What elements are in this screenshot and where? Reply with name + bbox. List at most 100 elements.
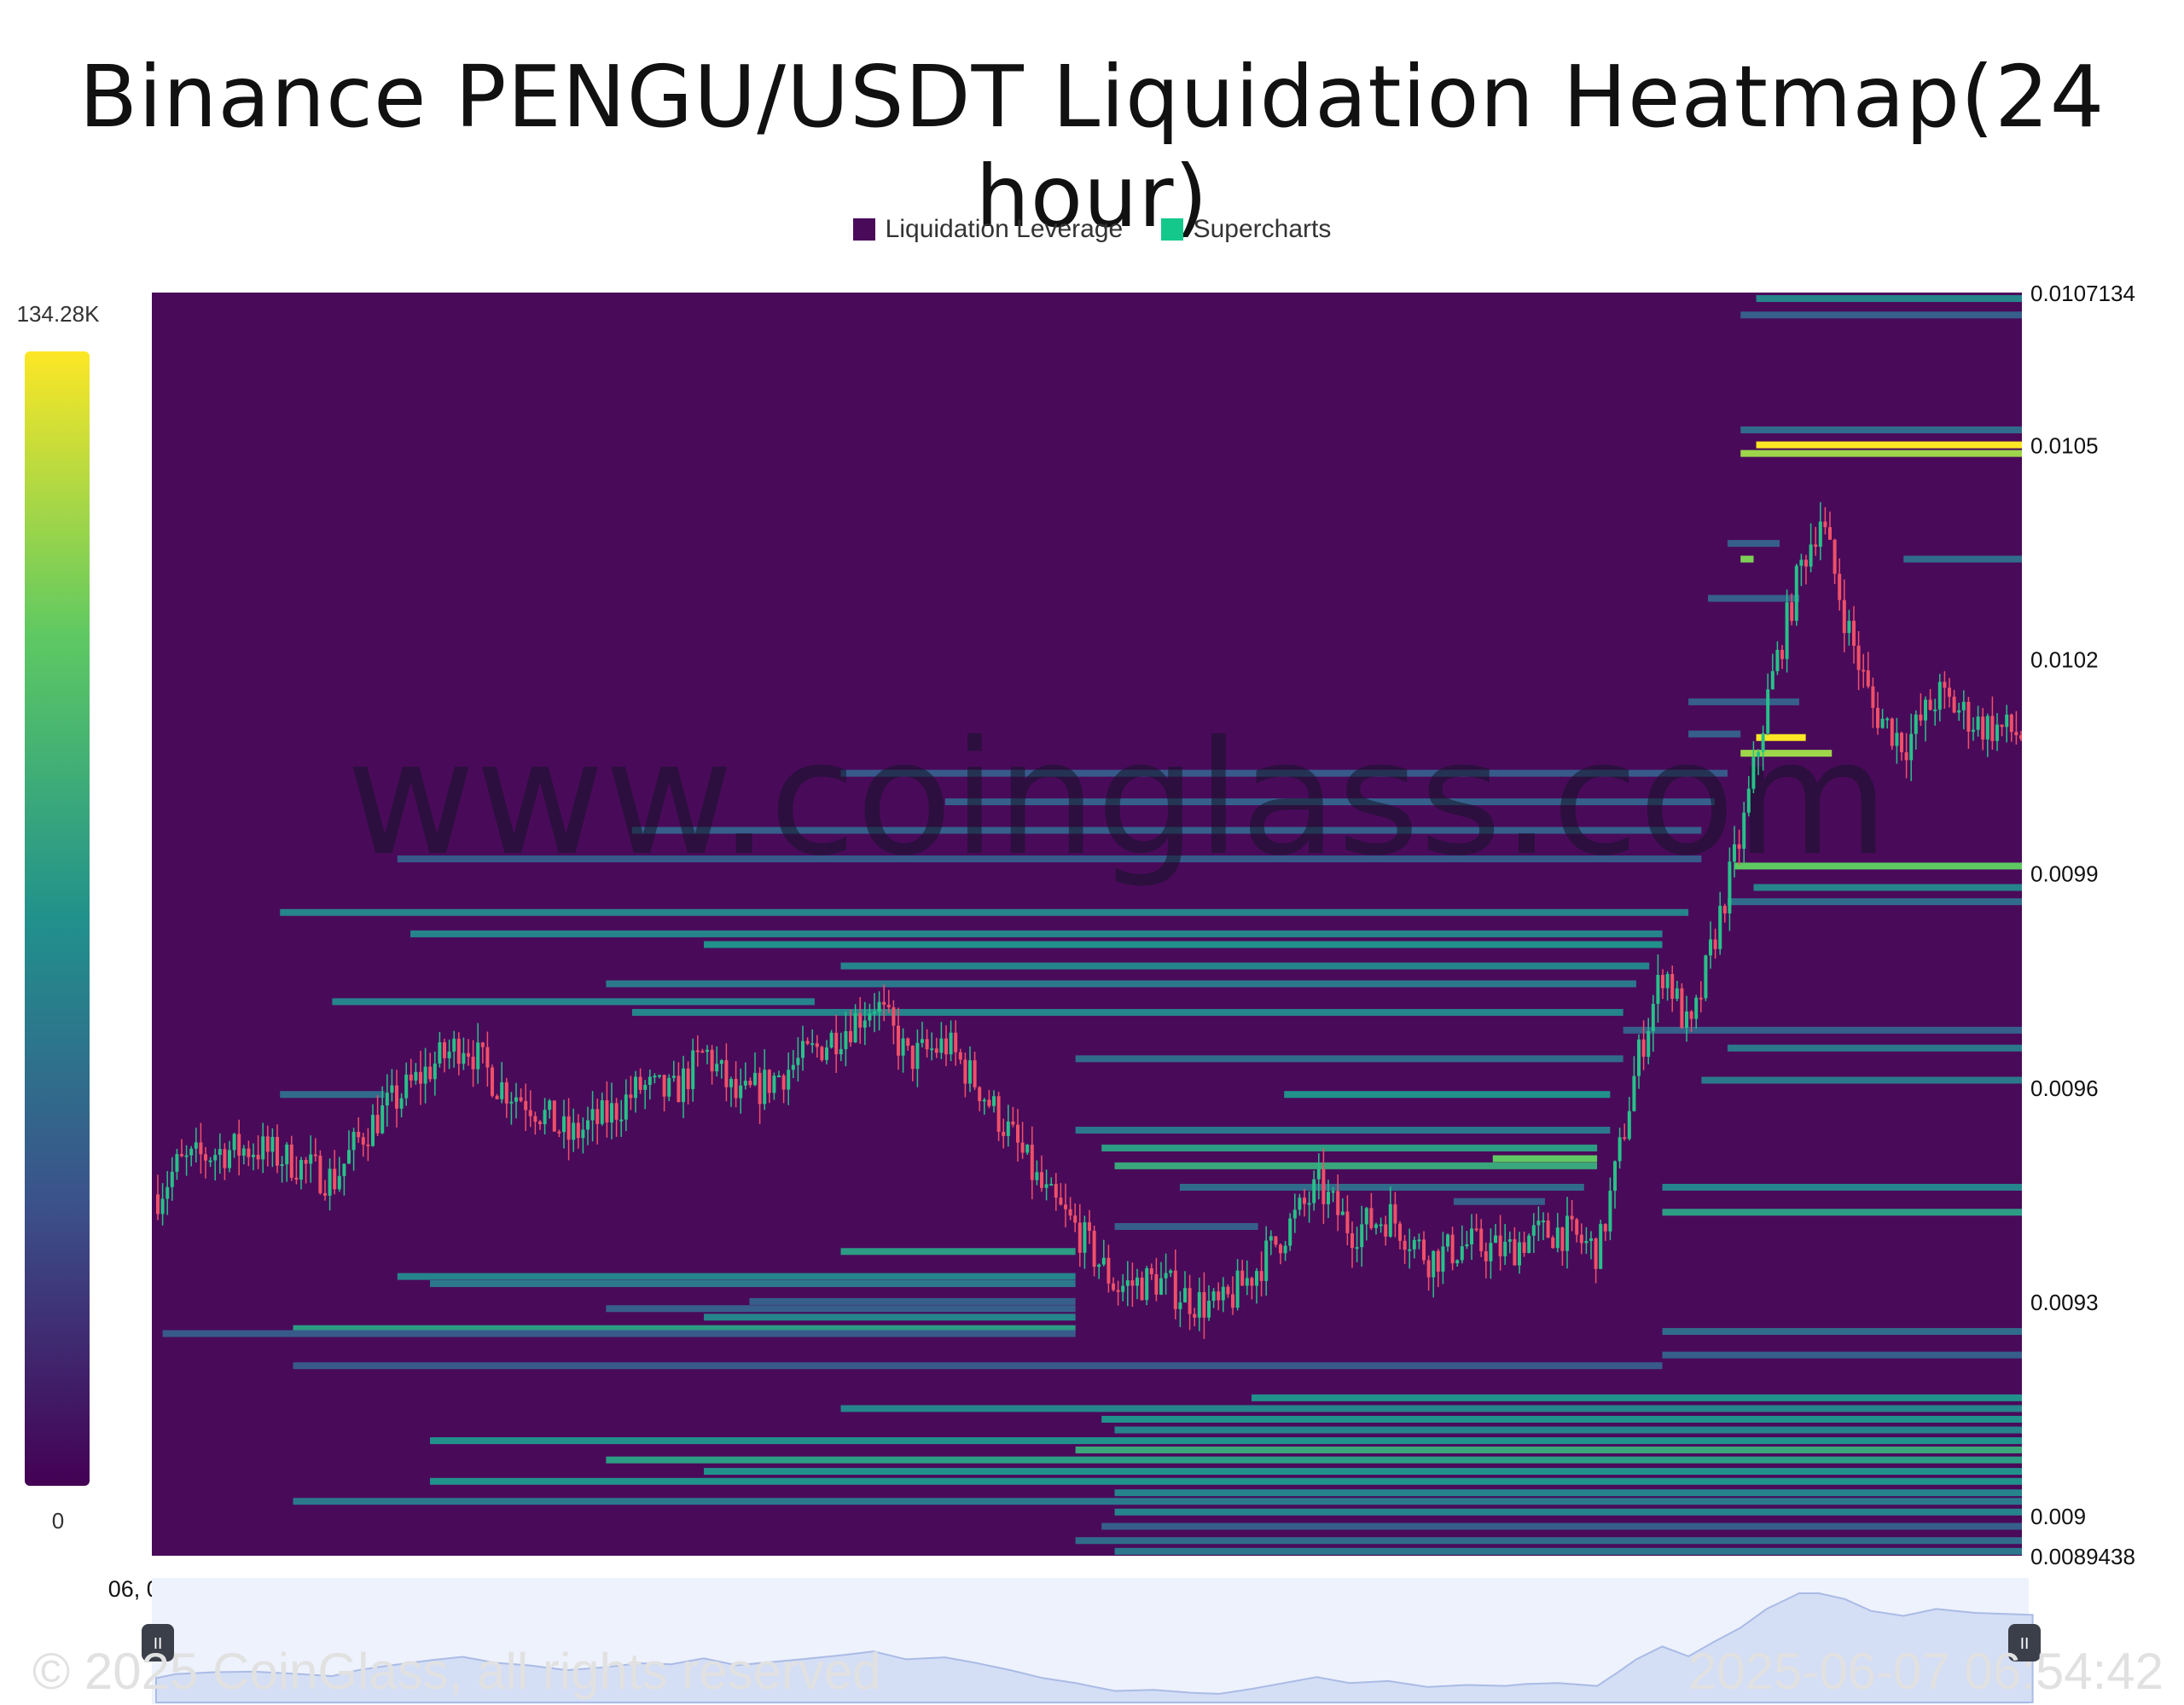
candle-body-390	[2019, 735, 2022, 739]
candle-body-211	[1164, 1273, 1168, 1279]
candle-body-342	[1790, 602, 1794, 621]
candle-body-260	[1398, 1223, 1402, 1241]
candle-body-147	[858, 1013, 863, 1028]
candle-body-250	[1350, 1232, 1354, 1249]
liquidation-band-33	[1075, 1127, 1611, 1134]
liquidation-band-55	[1101, 1415, 2022, 1423]
candle-body-292	[1551, 1237, 1555, 1249]
candle-body-386	[2000, 724, 2004, 728]
candle-body-302	[1599, 1224, 1603, 1269]
navigator-left-handle[interactable]: II	[142, 1624, 174, 1662]
liquidation-band-47	[704, 1314, 1076, 1321]
legend-swatch-supercharts	[1160, 218, 1183, 241]
candle-body-64	[462, 1053, 466, 1064]
candle-body-189	[1059, 1198, 1063, 1205]
candle-body-311	[1641, 1039, 1646, 1058]
candle-body-230	[1255, 1271, 1258, 1286]
candle-body-88	[576, 1122, 580, 1139]
candle-body-171	[973, 1060, 977, 1087]
liquidation-band-42	[840, 1248, 1076, 1256]
candle-body-281	[1498, 1235, 1502, 1256]
liquidation-band-23	[840, 962, 1650, 970]
candle-body-43	[361, 1137, 365, 1145]
y-tick-label: 0.0107134	[2030, 281, 2135, 306]
candle-body-118	[719, 1060, 723, 1064]
candle-body-381	[1976, 716, 1980, 730]
candle-body-228	[1245, 1278, 1249, 1286]
candle-body-225	[1231, 1294, 1234, 1308]
candle-body-13	[218, 1149, 222, 1156]
candle-body-98	[624, 1094, 628, 1120]
candle-body-259	[1393, 1203, 1397, 1224]
candle-body-197	[1097, 1264, 1101, 1267]
candle-body-333	[1746, 788, 1751, 813]
candle-body-52	[404, 1074, 409, 1099]
candle-body-21	[256, 1154, 260, 1160]
candle-body-186	[1044, 1184, 1048, 1188]
candle-body-300	[1589, 1238, 1593, 1241]
y-tick-label: 0.0105	[2030, 433, 2099, 459]
candle-body-294	[1560, 1227, 1565, 1251]
candle-body-159	[915, 1042, 920, 1070]
candle-body-325	[1709, 939, 1712, 956]
candle-body-365	[1900, 733, 1903, 752]
candle-body-268	[1436, 1250, 1440, 1272]
candle-body-2	[166, 1186, 170, 1199]
liquidation-band-30	[1701, 1076, 2022, 1084]
liquidation-band-60	[704, 1468, 2022, 1476]
candle-body-108	[671, 1076, 676, 1078]
candle-body-164	[939, 1038, 944, 1053]
candle-body-384	[1990, 716, 1995, 741]
candle-body-4	[175, 1154, 179, 1172]
candle-body-277	[1479, 1228, 1484, 1251]
candle-body-288	[1531, 1225, 1536, 1236]
candle-body-220	[1207, 1301, 1211, 1318]
candle-body-146	[853, 1013, 857, 1043]
candle-body-324	[1704, 955, 1708, 999]
candle-body-35	[323, 1192, 327, 1196]
candle-body-181	[1020, 1142, 1025, 1153]
candle-body-161	[925, 1039, 929, 1050]
candle-body-90	[586, 1120, 590, 1130]
liquidation-band-58	[1075, 1446, 2022, 1453]
candle-body-368	[1914, 714, 1918, 734]
candle-body-313	[1651, 1003, 1655, 1031]
candle-body-153	[886, 1005, 891, 1007]
candle-body-68	[480, 1042, 485, 1047]
candle-body-23	[265, 1136, 270, 1152]
candle-body-203	[1125, 1280, 1130, 1286]
candle-body-160	[921, 1039, 924, 1043]
liquidation-band-50	[1662, 1328, 2022, 1336]
candle-body-283	[1507, 1238, 1512, 1242]
candle-body-3	[170, 1171, 174, 1187]
candle-body-265	[1422, 1239, 1426, 1261]
navigator-right-handle[interactable]: II	[2008, 1624, 2041, 1662]
legend-item-liquidation-leverage[interactable]: Liquidation Leverage	[852, 215, 1123, 244]
candle-body-58	[433, 1063, 437, 1080]
candle-body-26	[280, 1164, 284, 1167]
candle-body-82	[548, 1100, 552, 1111]
colorbar	[25, 351, 90, 1486]
candle-body-249	[1345, 1211, 1350, 1233]
candle-body-285	[1518, 1242, 1521, 1266]
candle-body-318	[1675, 988, 1679, 1000]
candle-body-9	[199, 1142, 203, 1155]
candle-body-25	[276, 1136, 279, 1166]
candle-body-256	[1379, 1224, 1383, 1227]
candle-body-205	[1136, 1277, 1139, 1286]
candle-body-193	[1077, 1222, 1082, 1253]
candle-body-388	[2009, 714, 2013, 733]
candle-body-92	[595, 1109, 600, 1124]
liquidation-band-34	[1101, 1144, 1598, 1151]
legend-item-supercharts[interactable]: Supercharts	[1160, 215, 1331, 244]
candle-body-219	[1202, 1291, 1206, 1318]
candle-body-308	[1627, 1111, 1631, 1140]
candle-body-102	[643, 1084, 648, 1090]
liquidation-band-62	[1114, 1489, 2022, 1497]
candle-body-24	[270, 1136, 275, 1152]
candle-body-178	[1006, 1121, 1010, 1136]
candle-body-170	[968, 1060, 972, 1084]
candle-body-291	[1546, 1221, 1550, 1238]
candle-body-138	[815, 1043, 819, 1047]
